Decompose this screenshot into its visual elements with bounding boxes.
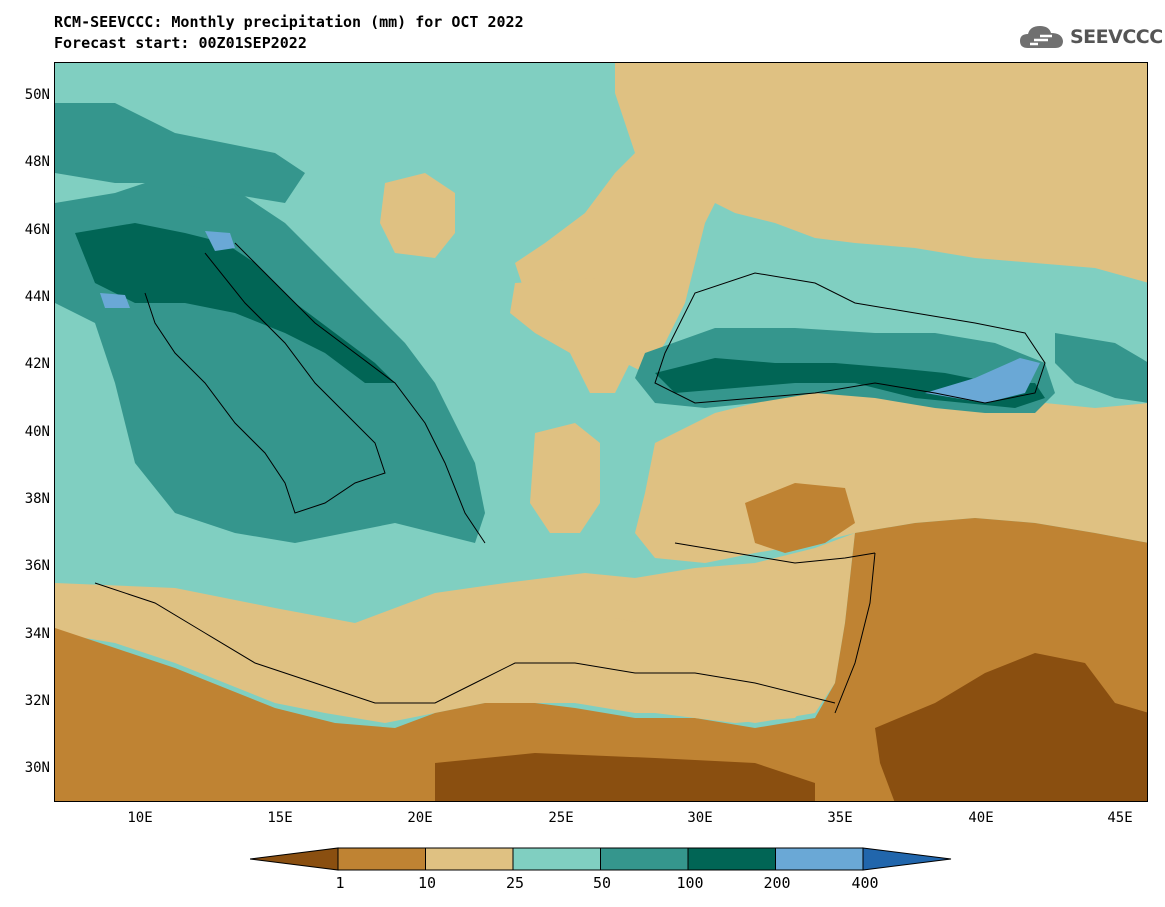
legend-label: 1 [335,874,345,892]
lon-tick-label: 35E [827,810,853,826]
balkan-dry-corridor [510,278,635,393]
legend-bin [687,847,776,871]
legend-bin [512,847,601,871]
legend-label: 100 [676,874,704,892]
legend-label: 10 [417,874,437,892]
color-legend [250,847,952,871]
lat-tick-label: 50N [24,87,50,103]
lat-tick-label: 32N [24,693,50,709]
coastlines [94,242,1046,714]
arabian-hyperarid-core [875,653,1147,801]
lon-tick-label: 30E [687,810,713,826]
italy-coastline [144,252,386,514]
extreme-rain-cell-east [925,358,1040,403]
caucasus-wet-zone [1055,333,1147,403]
balkan-coastline [234,242,486,544]
legend-bin-arrow-low [250,847,339,871]
lon-tick-label: 10E [127,810,153,826]
lat-tick-label: 36N [24,558,50,574]
title-line: RCM-SEEVCCC: Monthly precipitation (mm) … [54,13,524,31]
libyan-coast-wet-tongue [515,618,825,723]
lat-tick-label: 40N [24,424,50,440]
legend-label: 200 [763,874,791,892]
adriatic-very-wet-zone [75,223,395,383]
lon-tick-label: 20E [407,810,433,826]
legend-label: 50 [592,874,612,892]
lat-tick-label: 30N [24,760,50,776]
lon-tick-label: 45E [1107,810,1133,826]
sahara-hyperarid-strip [435,753,815,801]
legend-bin [425,847,514,871]
legend-bin [775,847,864,871]
levant-coastline [834,552,876,714]
lat-tick-label: 34N [24,626,50,642]
lon-tick-label: 25E [548,810,574,826]
lon-tick-label: 40E [968,810,994,826]
alps-wet-band [55,103,305,203]
lat-tick-label: 46N [24,222,50,238]
legend-bin-arrow-high [862,847,952,871]
extreme-rain-cell-istria [205,231,235,251]
lat-tick-label: 48N [24,154,50,170]
central-europe-dry-patch [380,173,455,258]
lat-tick-label: 44N [24,289,50,305]
lat-tick-label: 38N [24,491,50,507]
aegean-dry-patch [530,423,600,533]
lat-tick-label: 42N [24,356,50,372]
legend-label: 25 [505,874,525,892]
north-africa-arid-zone [55,518,1147,801]
subtitle-line: Forecast start: 00Z01SEP2022 [54,34,307,52]
north-africa-coastline [94,582,836,704]
precipitation-field [55,63,1147,801]
cloud-icon [1020,26,1063,48]
black-sea-coastline [654,272,1046,404]
map-panel [54,62,1148,802]
logo-text: SEEVCCC [1070,26,1163,48]
eastern-europe-dry-zone [515,63,1147,373]
legend-bin [337,847,426,871]
anatolia-south-coastline [674,542,876,564]
lon-tick-label: 15E [267,810,293,826]
central-anatolia-dry-spot [745,483,855,553]
legend-bin [600,847,689,871]
legend-label: 400 [851,874,879,892]
map-title: RCM-SEEVCCC: Monthly precipitation (mm) … [54,12,524,54]
seevccc-logo: SEEVCCC [1018,22,1163,52]
extreme-rain-cell-liguria [100,293,130,308]
